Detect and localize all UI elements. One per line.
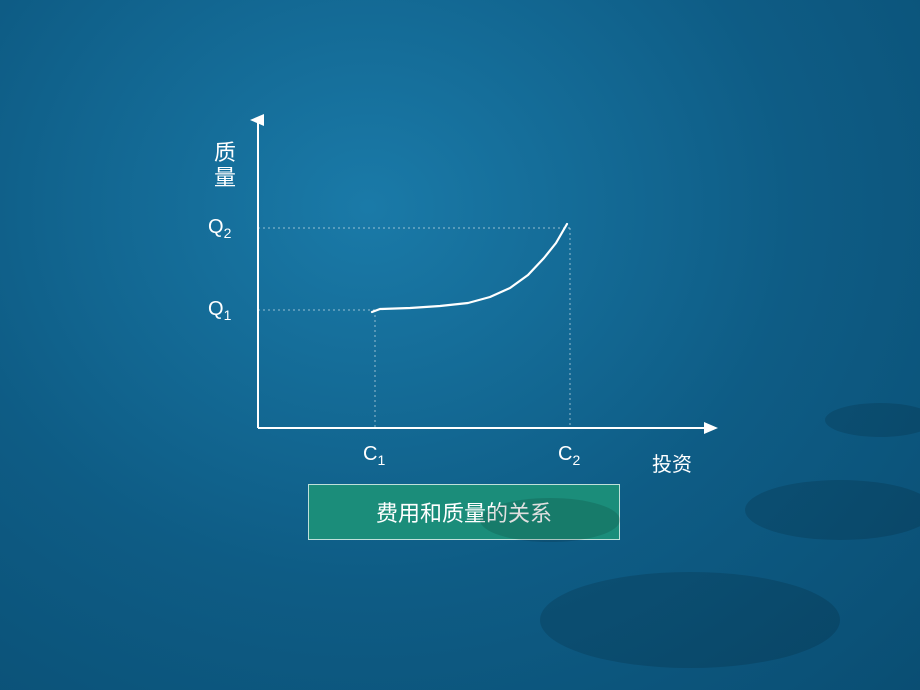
- chart-svg: [0, 0, 920, 690]
- tick-c1: C1: [363, 443, 385, 468]
- x-axis-label: 投资: [652, 448, 692, 477]
- caption-box: 费用和质量的关系: [308, 484, 620, 540]
- tick-q1: Q1: [208, 298, 231, 323]
- tick-q2: Q2: [208, 216, 231, 241]
- tick-c2: C2: [558, 443, 580, 468]
- caption-text: 费用和质量的关系: [376, 496, 552, 528]
- y-axis-label: 质量: [214, 140, 236, 191]
- slide: 质量 投资 Q1 Q2 C1 C2 费用和质量的关系: [0, 0, 920, 690]
